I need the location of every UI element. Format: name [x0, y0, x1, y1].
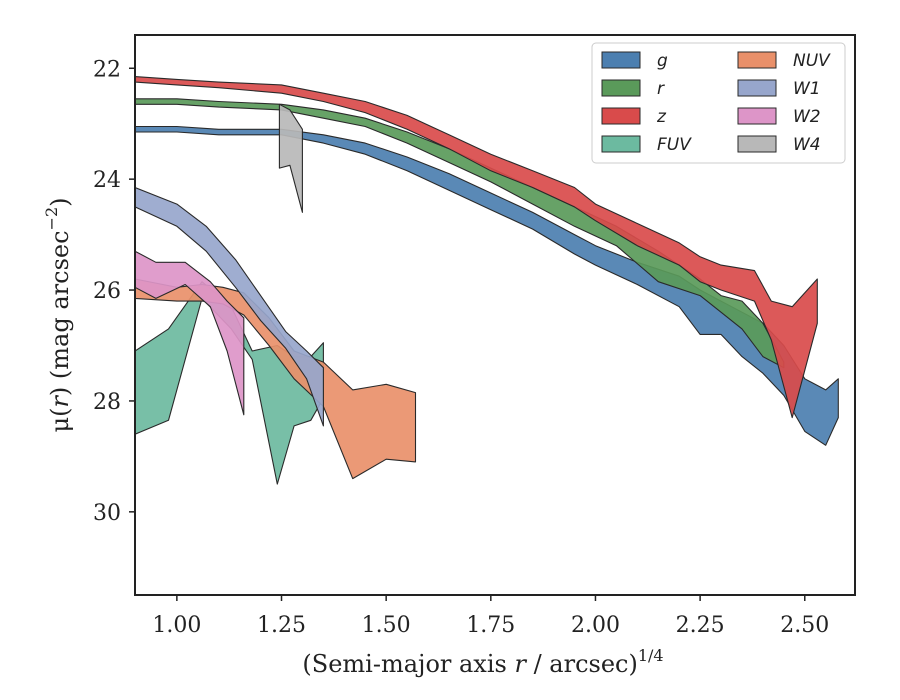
legend-swatch-r [601, 79, 641, 97]
bands-layer [135, 76, 839, 485]
ticks-layer: 1.00 1.25 1.50 1.75 2.00 2.25 2.50 22 24 26 28 30 [93, 57, 829, 638]
legend-label-w2: W2 [793, 107, 821, 127]
x-axis-title-var: r [514, 650, 527, 678]
legend-swatch-z [601, 107, 641, 125]
legend-label-w4: W4 [793, 135, 821, 155]
legend-swatch-w1 [737, 79, 777, 97]
legend-label-w1: W1 [793, 79, 821, 99]
band-g [135, 125, 839, 446]
band-w1 [135, 186, 324, 427]
band-z [135, 76, 818, 419]
y-axis-title-main: μ( [46, 408, 74, 433]
x-tick-label: 1.00 [152, 613, 201, 638]
x-tick-label: 2.00 [571, 613, 620, 638]
x-axis-title-main: (Semi-major axis [302, 650, 514, 678]
plot-frame [134, 34, 856, 596]
y-axis-title-rest: ) (mag arcsec [46, 230, 74, 396]
legend: grz FUV NUV W1 W2 W4 [591, 42, 846, 164]
x-tick-label: 1.25 [257, 613, 306, 638]
y-tick-label: 30 [93, 501, 121, 526]
legend-swatch-g [601, 51, 641, 69]
y-tick-label: 26 [93, 279, 121, 304]
band-w2 [135, 250, 245, 416]
legend-label-r: r [657, 79, 665, 99]
band-w4 [278, 103, 303, 213]
legend-frame [591, 42, 846, 164]
x-axis-title-sup: 1/4 [638, 646, 664, 665]
x-tick-label: 2.50 [780, 613, 829, 638]
legend-label-nuv: NUV [793, 51, 831, 71]
legend-label-z: z [656, 107, 667, 127]
legend-swatch-fuv [601, 135, 641, 153]
legend-label-fuv: FUV [657, 135, 692, 155]
y-axis-title-close: ) [46, 197, 74, 206]
x-axis-title-mid: / arcsec) [526, 650, 638, 678]
x-tick-label: 2.25 [676, 613, 725, 638]
y-axis-title-sup: −2 [42, 207, 61, 231]
y-axis-title-var: r [46, 395, 74, 408]
y-tick-label: 28 [93, 390, 121, 415]
x-axis-title: (Semi-major axis r / arcsec)1/4 [302, 646, 663, 678]
legend-swatch-w2 [737, 107, 777, 125]
legend-label-g: g [657, 51, 668, 71]
legend-swatch-w4 [737, 135, 777, 153]
y-tick-label: 24 [93, 168, 121, 193]
y-axis-title: μ(r) (mag arcsec−2) [42, 197, 74, 432]
y-tick-label: 22 [93, 57, 121, 82]
x-tick-label: 1.75 [466, 613, 515, 638]
x-tick-label: 1.50 [362, 613, 411, 638]
legend-swatch-nuv [737, 51, 777, 69]
